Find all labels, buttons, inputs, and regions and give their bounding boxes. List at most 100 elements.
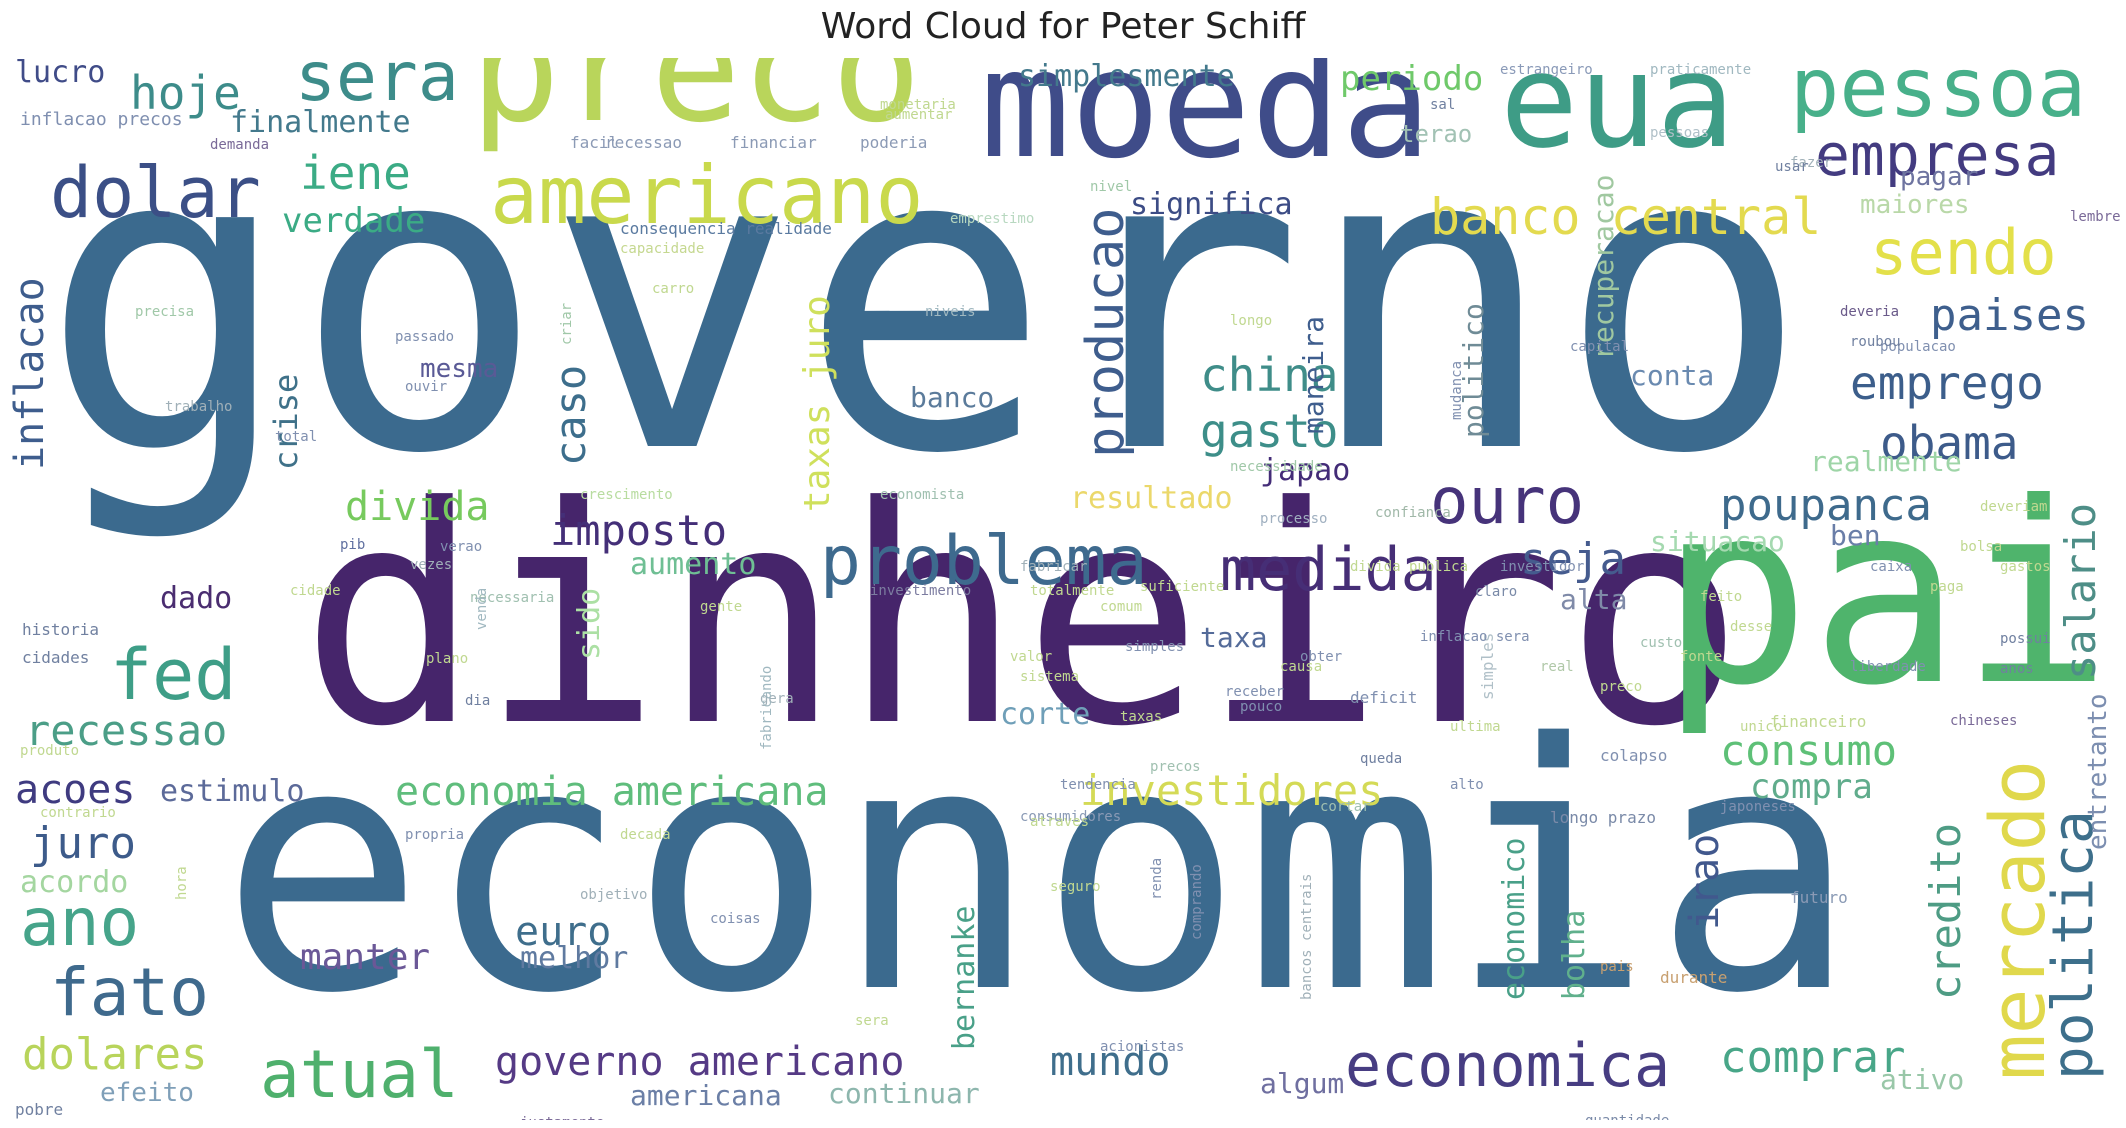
word-obter: obter [1300, 649, 1343, 665]
word-dolar: dolar [50, 152, 261, 234]
word-gera: gera [760, 691, 794, 707]
word-americana: americana [630, 1079, 782, 1112]
word-china: china [1200, 348, 1339, 402]
word-credito: credito [1921, 822, 1970, 1000]
word-hoje: hoje [130, 66, 241, 120]
word-economica: economica [1345, 1031, 1671, 1101]
word-capacidade: capacidade [620, 241, 705, 257]
word-causa: causa [1280, 659, 1323, 675]
word-verdade: verdade [282, 201, 426, 241]
word-sistema: sistema [1020, 669, 1080, 685]
word-emprestimo: emprestimo [950, 211, 1035, 227]
word-sera: sera [295, 58, 459, 117]
word-quantidade: quantidade [1585, 1114, 1669, 1120]
word-plano: plano [426, 651, 469, 667]
word-gente: gente [700, 599, 743, 615]
word-mesma: mesma [420, 354, 499, 384]
word-ouro: ouro [1430, 465, 1585, 539]
word-inflacao-sera: inflacao sera [1420, 629, 1530, 645]
word-dado: dado [160, 581, 233, 616]
word-americano: americano [490, 149, 924, 242]
word-real: real [1540, 659, 1574, 675]
word-fazer: fazer [1790, 155, 1833, 171]
word-aumentar: aumentar [885, 107, 953, 123]
word-feito: feito [1700, 589, 1743, 605]
word-liberdade: liberdade [1850, 659, 1926, 675]
word-euro: euro [515, 909, 612, 955]
word-japoneses: japoneses [1720, 799, 1796, 815]
word-futuro: futuro [1790, 888, 1848, 907]
word-divida-publica: divida publica [1350, 559, 1469, 575]
word-taxas-juro: taxas juro [797, 295, 838, 512]
word-inflacao-precos: inflacao precos [20, 109, 183, 130]
word-comum: comum [1100, 599, 1143, 615]
word-renda: renda [1149, 857, 1165, 900]
word-financiar: financiar [730, 133, 817, 152]
word-efeito: efeito [100, 1078, 194, 1108]
word-pobre: pobre [15, 1100, 64, 1119]
word-justamente: justamente [520, 1116, 604, 1120]
word-bolha: bolha [1557, 909, 1592, 1000]
word-criar: criar [559, 302, 575, 345]
word-resultado: resultado [1070, 481, 1233, 516]
word-dia: dia [465, 693, 491, 709]
word-divida: divida [345, 484, 490, 530]
word-mudanca: mudanca [1449, 360, 1465, 420]
word-maneira: maneira [1297, 315, 1330, 434]
word-consequencia-realidade: consequencia realidade [620, 219, 832, 238]
word-poupanca: poupanca [1720, 480, 1932, 531]
word-necessidade: necessidade [1230, 459, 1323, 475]
word-investidores: investidores [1080, 766, 1384, 815]
word-investimento: investimento [870, 583, 972, 599]
word-governo-americano: governo americano [495, 1039, 905, 1085]
word-chineses: chineses [1950, 713, 2018, 729]
word-contrario: contrario [40, 805, 116, 821]
word-populacao: populacao [1880, 339, 1956, 355]
word-passado: passado [395, 329, 455, 345]
word-simplesmente: simplesmente [1018, 59, 1235, 94]
word-colapso: colapso [1600, 746, 1668, 765]
word-continuar: continuar [828, 1077, 980, 1110]
word-banco-central: banco central [1430, 188, 1822, 246]
word-fonte: fonte [1680, 649, 1723, 665]
word-inflacao: inflacao [7, 277, 53, 470]
word-recessao: recessao [605, 133, 683, 152]
word-mundo: mundo [1050, 1039, 1171, 1085]
word-periodo: periodo [1340, 59, 1484, 99]
word-estimulo: estimulo [160, 774, 305, 809]
word-praticamente: praticamente [1650, 62, 1752, 78]
word-taxas: taxas [1120, 709, 1163, 725]
word-entretanto: entretanto [2083, 693, 2113, 850]
word-economia-americana: economia americana [395, 769, 829, 815]
word-deveria: deveria [1840, 304, 1900, 320]
word-seguro: seguro [1050, 879, 1101, 895]
word-atual: atual [260, 1036, 459, 1113]
word-financeiro: financeiro [1770, 712, 1867, 731]
word-queda: queda [1360, 751, 1403, 767]
word-recuperacao: recuperacao [1587, 174, 1620, 360]
word-custo: custo [1640, 635, 1683, 651]
word-manter: manter [300, 937, 431, 978]
word-claro: claro [1475, 584, 1518, 600]
word-finalmente: finalmente [230, 105, 411, 140]
word-longo: longo [1230, 313, 1273, 329]
word-simples: simples [1125, 639, 1185, 655]
word-anos: anos [2000, 661, 2034, 677]
word-vezes: vezes [410, 557, 453, 573]
word-paises: paises [1930, 290, 2089, 341]
word-fed: fed [110, 634, 237, 716]
word-atraves: atraves [1030, 814, 1090, 830]
word-lucro: lucro [15, 58, 106, 90]
word-pib: pib [340, 537, 366, 553]
word-terao: terao [1400, 120, 1473, 148]
word-corte: corte [1000, 697, 1091, 732]
word-suficiente: suficiente [1140, 579, 1225, 595]
word-lembre: lembre [2070, 209, 2121, 225]
word-imposto: imposto [550, 506, 728, 555]
word-precisa: precisa [135, 304, 195, 320]
word-deveriam: deveriam [1980, 499, 2048, 515]
word-longo-prazo: longo prazo [1550, 808, 1656, 827]
word-bernanke: bernanke [947, 905, 982, 1051]
word-consumidores: consumidores [1020, 809, 1122, 825]
word-investidor: investidor [1500, 559, 1585, 575]
